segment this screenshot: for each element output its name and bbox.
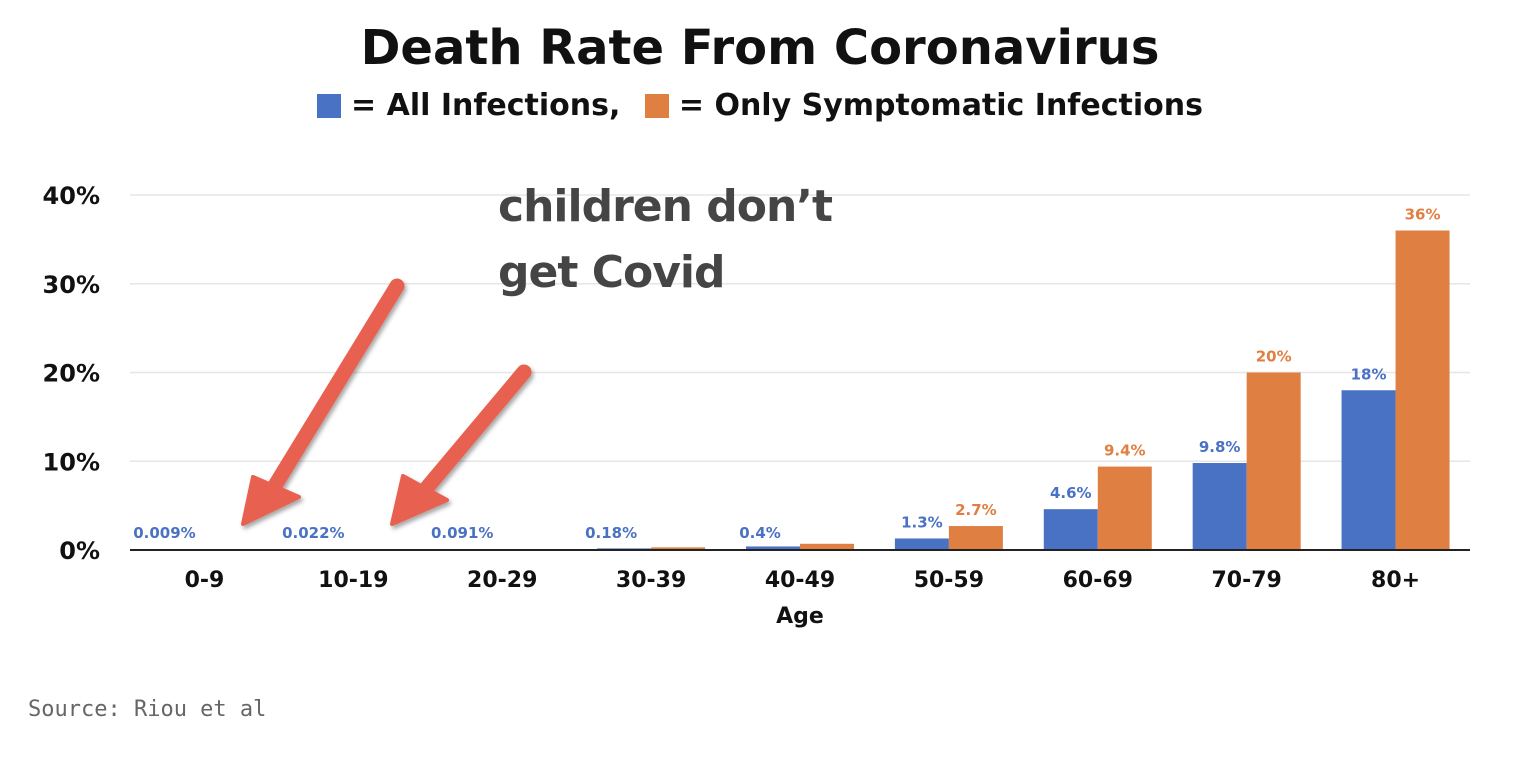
bar-all-infections	[894, 538, 949, 550]
x-axis-title: Age	[776, 604, 824, 629]
data-label-all-infections: 0.009%	[133, 524, 195, 542]
x-tick-label: 60-69	[1063, 568, 1133, 593]
bar-symptomatic	[948, 526, 1003, 550]
x-tick-label: 70-79	[1211, 568, 1281, 593]
bar-symptomatic	[1395, 230, 1450, 550]
bar-symptomatic	[651, 547, 706, 550]
legend-swatch-all-infections	[317, 93, 342, 118]
bar-symptomatic	[1097, 466, 1152, 550]
data-label-all-infections: 0.18%	[585, 524, 637, 542]
arrow-to-10-19	[390, 364, 532, 526]
legend-label-symptomatic: = Only Symptomatic Infections	[678, 88, 1203, 123]
axes: 0% 10% 20% 30% 40% 0-9 10-19 20-29 30-39 40-49 50-…	[43, 182, 1470, 629]
bars	[150, 230, 1450, 551]
bar-all-infections	[1043, 509, 1098, 550]
bar-symptomatic	[1246, 372, 1301, 550]
bar-all-infections	[746, 546, 800, 550]
bar-all-infections	[1341, 390, 1396, 550]
data-label-symptomatic: 2.7%	[955, 501, 997, 519]
annotation-arrows	[241, 278, 532, 526]
data-label-symptomatic: 20%	[1256, 348, 1292, 366]
y-tick-label: 20%	[43, 360, 100, 388]
legend-item-all-infections: = All Infections,	[317, 88, 620, 123]
arrow-to-0-9	[241, 278, 405, 526]
data-label-all-infections: 9.8%	[1199, 438, 1241, 456]
bar-symptomatic	[800, 543, 854, 550]
y-tick-label: 0%	[59, 537, 100, 565]
x-tick-label: 30-39	[616, 568, 686, 593]
data-labels: 0.009% 0.022% 0.091% 0.18% 0.4% 1.3% 2.7% 4.6% 9…	[133, 206, 1440, 543]
data-label-symptomatic: 36%	[1405, 206, 1441, 224]
x-tick-label: 40-49	[765, 568, 835, 593]
data-label-symptomatic: 9.4%	[1104, 442, 1146, 460]
annotation-line-2: get Covid	[498, 247, 725, 298]
data-label-all-infections: 1.3%	[901, 513, 943, 531]
x-tick-label: 0-9	[185, 568, 225, 593]
data-label-all-infections: 18%	[1351, 365, 1387, 383]
y-tick-label: 10%	[43, 448, 100, 476]
annotation-line-1: children don’t	[498, 181, 833, 232]
legend-swatch-symptomatic	[644, 93, 669, 118]
data-label-all-infections: 0.091%	[431, 524, 493, 542]
y-tick-label: 30%	[43, 271, 100, 299]
legend-item-symptomatic: = Only Symptomatic Infections	[644, 88, 1203, 123]
bar-all-infections	[1192, 463, 1247, 550]
data-label-all-infections: 4.6%	[1050, 484, 1092, 502]
annotation-text: children don’t get Covid	[498, 174, 833, 306]
source-note: Source: Riou et al	[28, 697, 267, 722]
x-tick-label: 20-29	[467, 568, 537, 593]
legend-label-all-infections: = All Infections,	[351, 88, 621, 123]
data-label-all-infections: 0.4%	[739, 524, 781, 542]
x-tick-label: 50-59	[914, 568, 984, 593]
chart-title: Death Rate From Coronavirus	[360, 20, 1160, 76]
x-tick-label: 10-19	[318, 568, 388, 593]
y-tick-label: 40%	[43, 182, 100, 210]
x-tick-label: 80+	[1371, 568, 1420, 593]
data-label-all-infections: 0.022%	[282, 524, 344, 542]
legend: = All Infections, = Only Symptomatic Inf…	[0, 88, 1520, 126]
